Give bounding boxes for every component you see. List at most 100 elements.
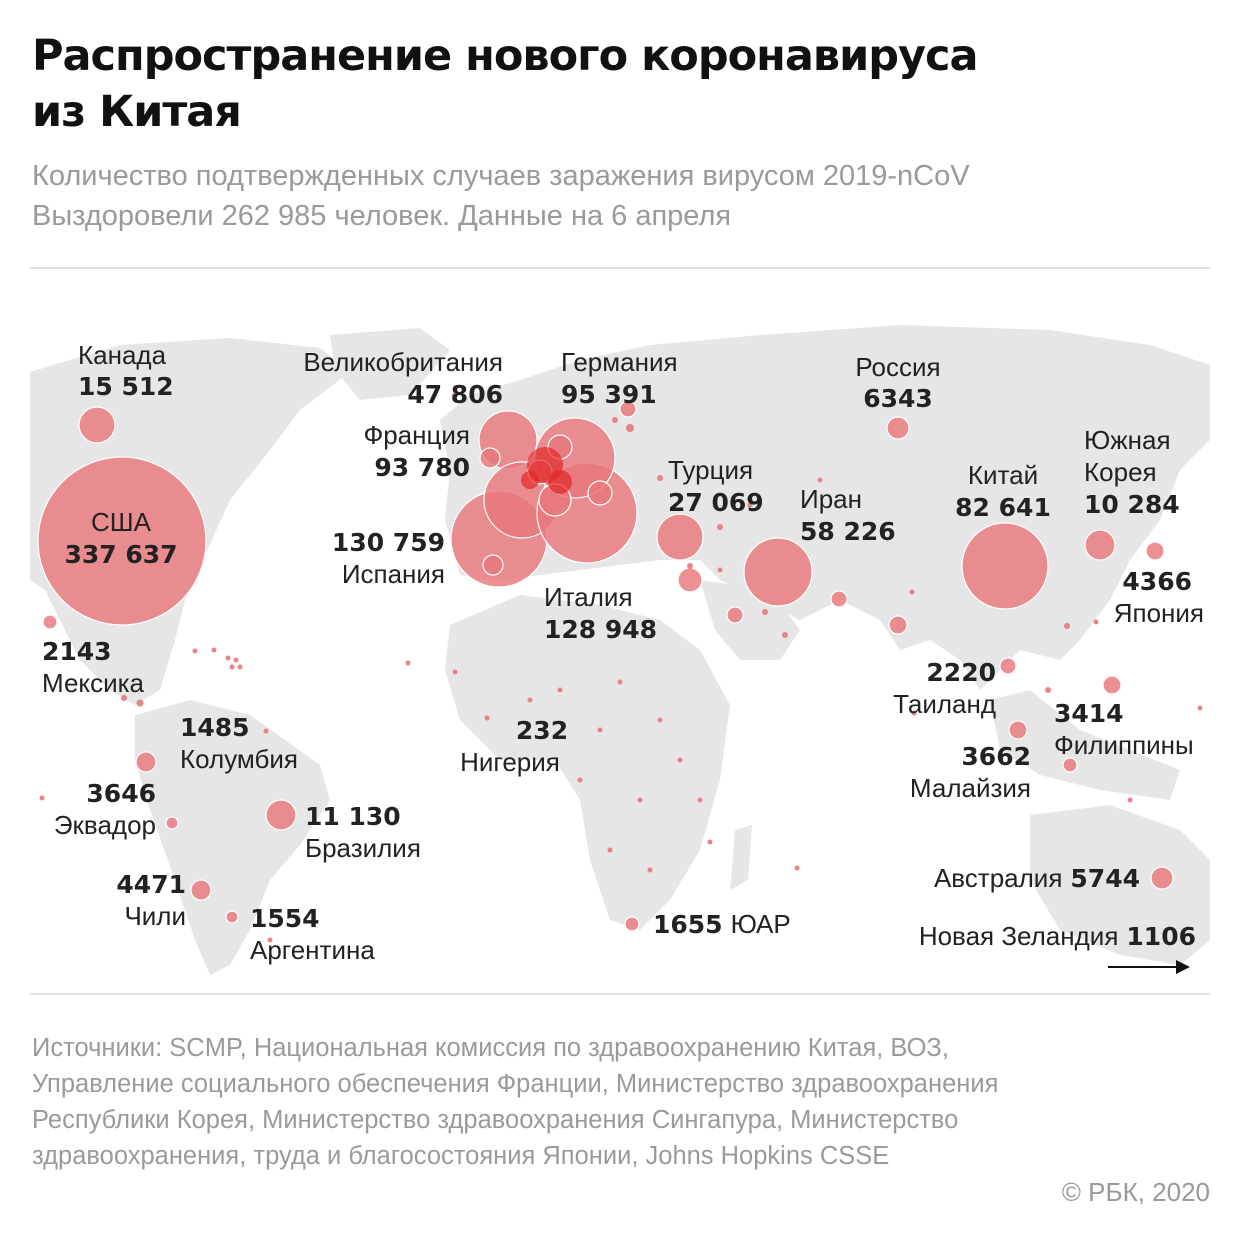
bubble-thailand — [999, 657, 1017, 675]
label-australia-value: 5744 — [1070, 864, 1140, 893]
label-chile-value: 4471 — [116, 870, 186, 899]
subtitle-line-1: Количество подтвержденных случаев зараже… — [32, 160, 970, 192]
dot — [405, 660, 411, 666]
bubble-china — [961, 522, 1049, 610]
dot — [762, 609, 768, 615]
dot — [607, 847, 613, 853]
bubble-south-korea — [1084, 529, 1116, 561]
small-dots — [39, 392, 1203, 943]
bubble-argentina — [225, 910, 239, 924]
dot — [263, 728, 269, 734]
label-japan-name: Япония — [1114, 598, 1204, 628]
dot — [617, 679, 623, 685]
dot — [225, 655, 231, 661]
label-philippines-value: 3414 — [1054, 699, 1124, 728]
sources-note: Источники: SCMP, Национальная комиссия п… — [32, 1034, 999, 1170]
label-colombia-value: 1485 — [180, 713, 250, 742]
label-philippines-name: Филиппины — [1054, 730, 1194, 760]
label-thailand-value: 2220 — [926, 658, 996, 687]
dot — [452, 392, 458, 398]
dot — [39, 795, 45, 801]
bubble-chile — [190, 879, 212, 901]
bubble-ecuador — [165, 816, 179, 830]
label-iran-value: 58 226 — [800, 517, 896, 546]
dot — [747, 502, 753, 508]
label-uk-value: 47 806 — [407, 380, 503, 409]
dot — [911, 710, 917, 716]
label-south-africa-value: 1655 — [653, 910, 723, 939]
label-iran-name: Иран — [800, 484, 862, 514]
dot — [577, 777, 583, 783]
dot — [267, 937, 273, 943]
dot — [121, 695, 127, 701]
label-canada-name: Канада — [78, 340, 167, 370]
label-south-korea-name-2: Корея — [1084, 457, 1157, 487]
subtitle: Количество подтвержденных случаев зараже… — [32, 156, 1212, 236]
dot — [1127, 797, 1133, 803]
label-italy-name: Италия — [544, 582, 633, 612]
label-mexico-name: Мексика — [42, 668, 145, 698]
label-nigeria-name: Нигерия — [460, 747, 560, 777]
dot — [211, 647, 217, 653]
dot — [452, 669, 458, 675]
label-china-value: 82 641 — [955, 493, 1051, 522]
label-south-africa-name: ЮАР — [731, 909, 791, 939]
label-france-value: 93 780 — [374, 453, 470, 482]
bubble-norway — [619, 400, 637, 418]
label-south-korea-value: 10 284 — [1084, 490, 1180, 519]
dot — [677, 757, 683, 763]
bubble-austria — [587, 480, 613, 506]
bubble-mexico — [42, 614, 58, 630]
bubble-saudi — [726, 606, 744, 624]
arrow-right-icon — [1108, 960, 1190, 974]
land-africa — [445, 595, 730, 930]
dot — [1093, 619, 1099, 625]
bubble-philippines — [1102, 675, 1122, 695]
label-australia-name: Австралия — [934, 863, 1062, 893]
label-colombia-name: Колумбия — [180, 744, 298, 774]
bubble-iran — [743, 537, 813, 607]
dot — [626, 424, 634, 432]
divider-top — [30, 267, 1210, 269]
bubble-israel — [677, 567, 703, 593]
label-germany-value: 95 391 — [561, 380, 657, 409]
bubble-india — [888, 615, 908, 635]
dot — [697, 797, 703, 803]
labels: Канада 15 512 США 337 637 2143 Мексика 1… — [42, 340, 1204, 965]
dot — [229, 664, 235, 670]
label-spain-value: 130 759 — [332, 528, 445, 557]
label-france-name: Франция — [363, 420, 470, 450]
dot — [782, 632, 788, 638]
dot — [647, 867, 653, 873]
label-argentina-value: 1554 — [250, 904, 320, 933]
bubble-malaysia — [1008, 720, 1028, 740]
label-brazil-value: 11 130 — [305, 802, 401, 831]
label-russia-name: Россия — [855, 352, 940, 382]
label-ecuador-name: Эквадор — [54, 810, 156, 840]
label-china-name: Китай — [968, 460, 1038, 490]
dot — [527, 697, 533, 703]
dot — [817, 477, 823, 483]
bubble-colombia — [135, 751, 157, 773]
label-germany-name: Германия — [561, 347, 678, 377]
label-brazil-name: Бразилия — [305, 833, 421, 863]
bubble-core-2 — [548, 470, 572, 494]
land-southeast-asia — [990, 690, 1180, 800]
bubbles — [37, 400, 1174, 932]
dot — [707, 839, 713, 845]
dot — [687, 563, 693, 569]
label-chile-name: Чили — [124, 901, 186, 931]
label-malaysia-name: Малайзия — [910, 773, 1031, 803]
label-spain-name: Испания — [342, 559, 445, 589]
bubble-brazil — [265, 799, 297, 831]
label-ecuador-value: 3646 — [86, 779, 156, 808]
label-japan-value: 4366 — [1122, 567, 1192, 596]
label-australia: Австралия 5744 — [934, 863, 1140, 893]
bubble-indonesia — [1062, 757, 1078, 773]
label-uk-name: Великобритания — [303, 347, 503, 377]
label-canada-value: 15 512 — [78, 372, 174, 401]
label-new-zealand: Новая Зеландия 1106 — [919, 921, 1196, 951]
label-turkey-value: 27 069 — [668, 488, 764, 517]
land-greenland — [330, 328, 450, 400]
label-new-zealand-value: 1106 — [1126, 922, 1196, 951]
